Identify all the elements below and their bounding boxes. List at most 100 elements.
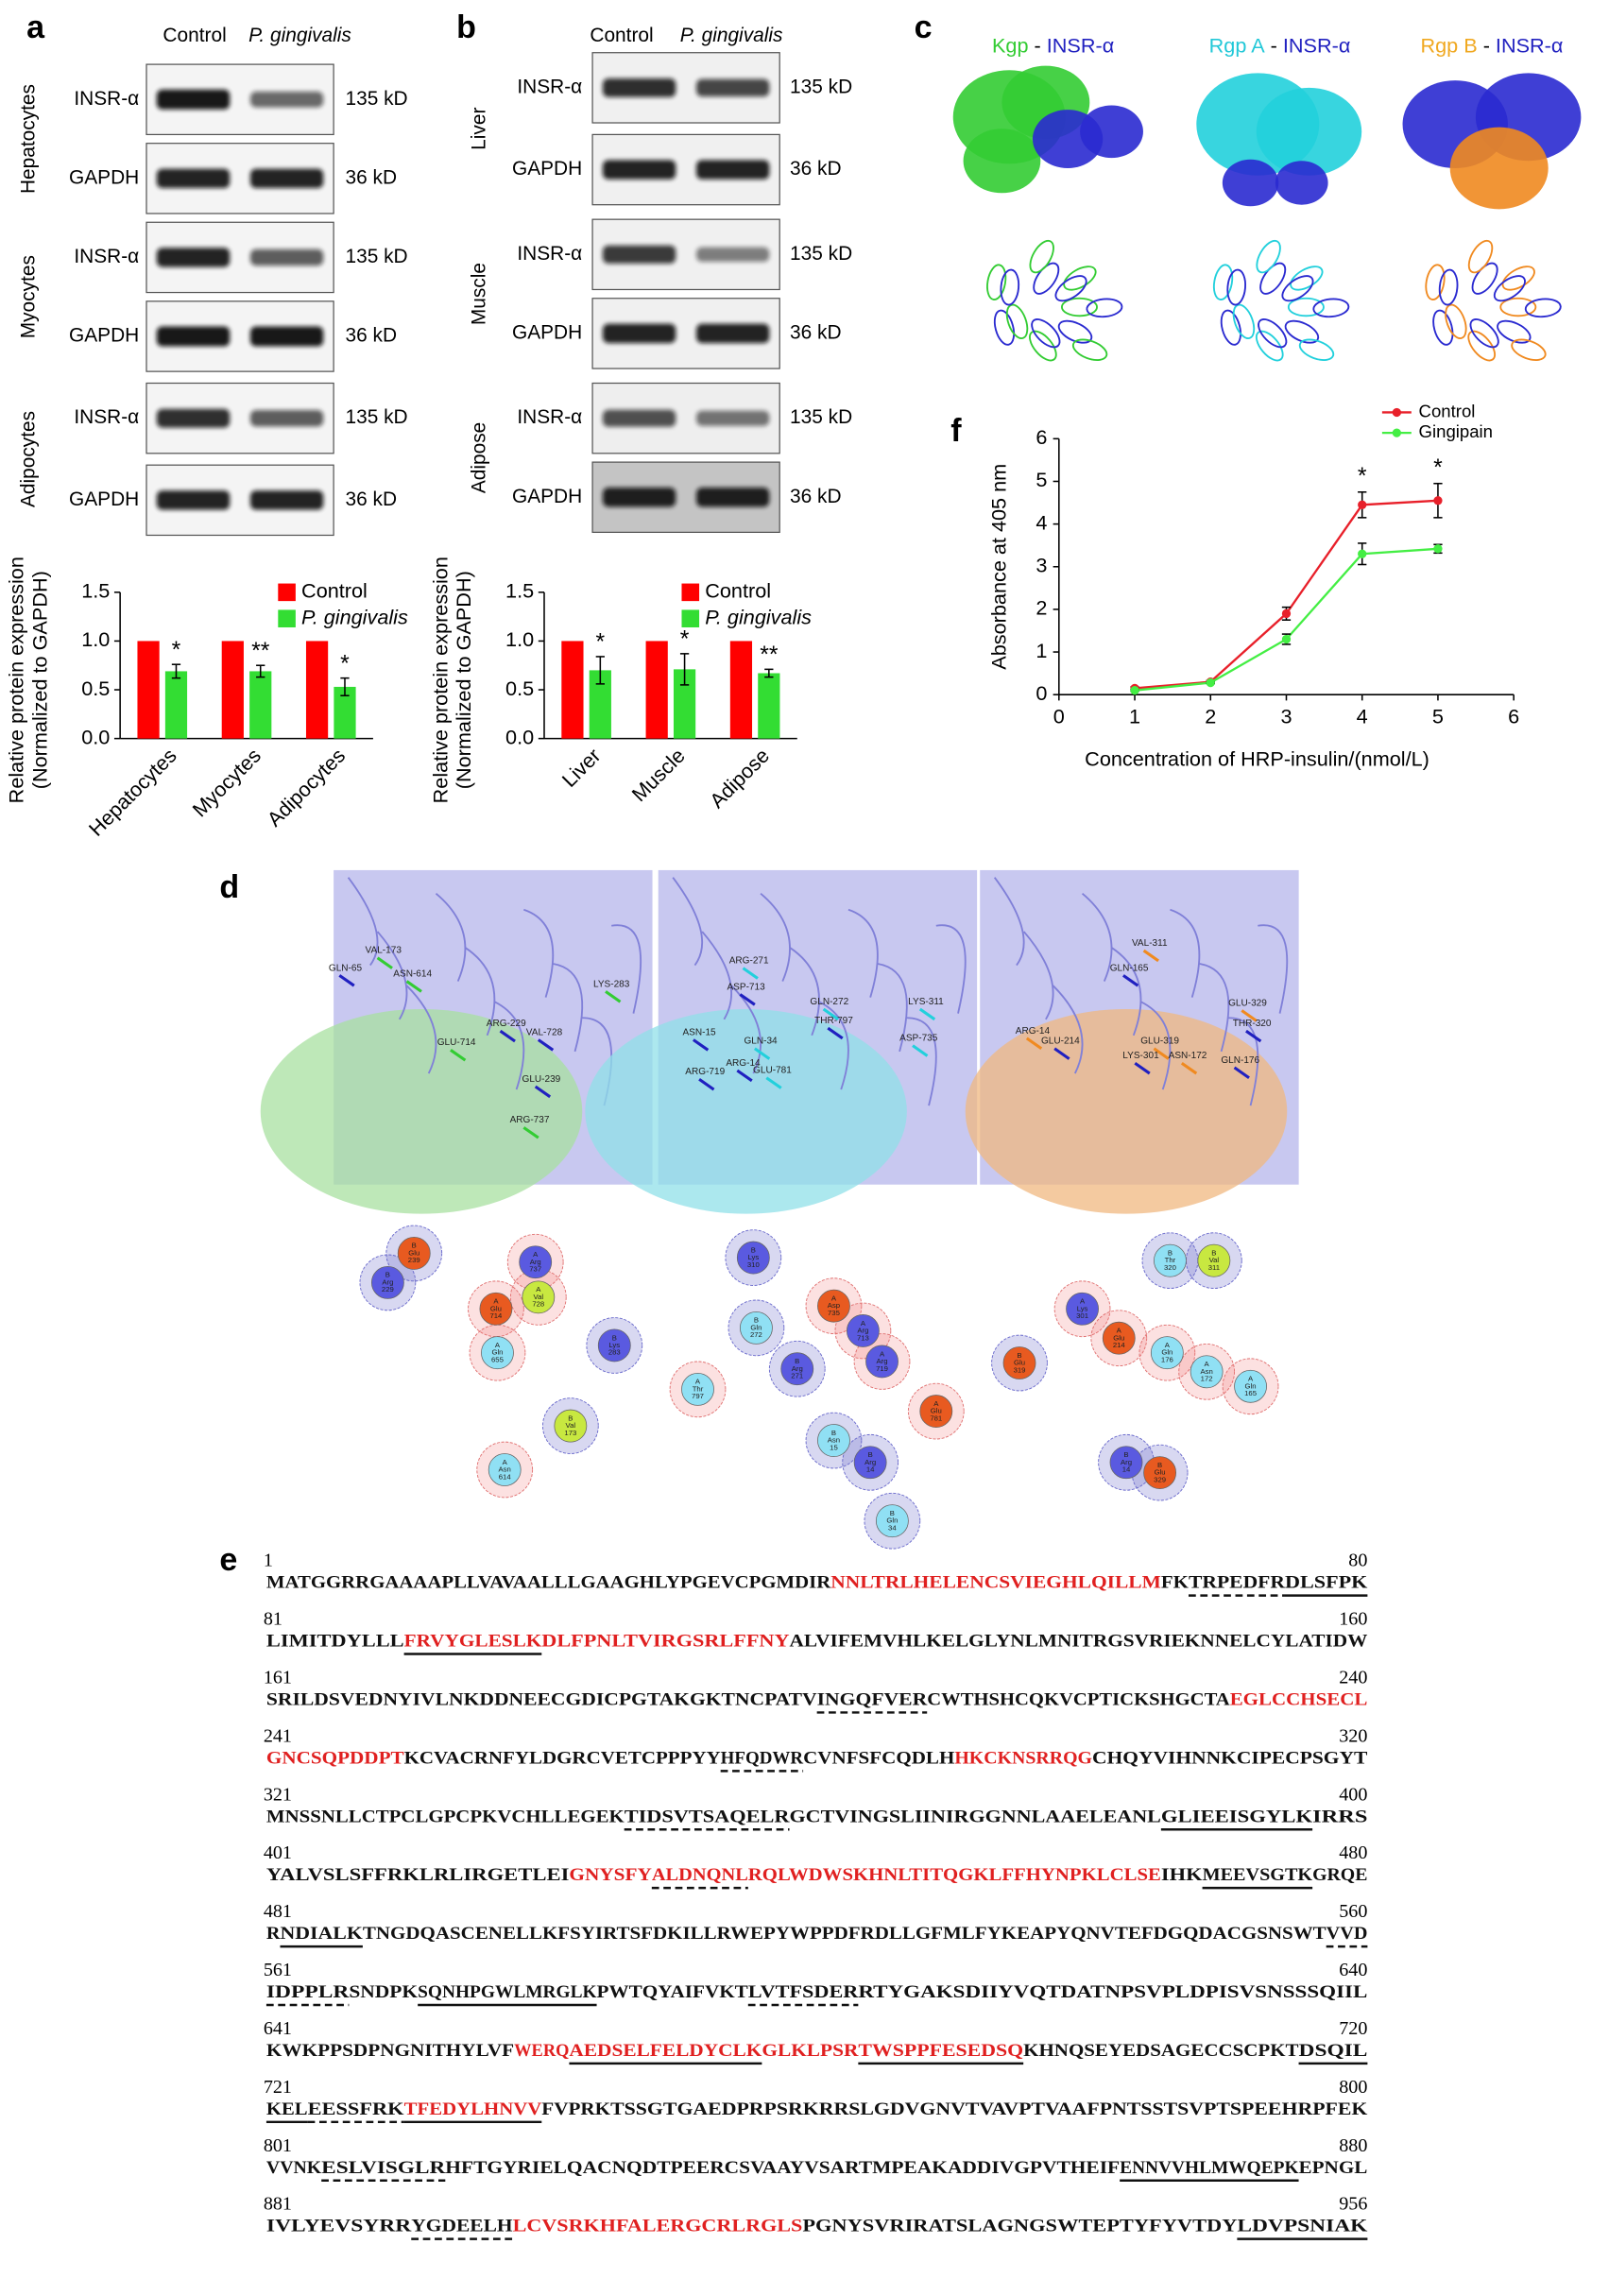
sequence-end: 80: [1348, 1551, 1367, 1571]
sequence-segment: MEEVSGTK: [1203, 1865, 1313, 1885]
interface-loop: [493, 1001, 525, 1090]
residue-node-label: 301: [1076, 1311, 1088, 1320]
sequence-segment: GNYSFY: [569, 1865, 651, 1885]
residue-node-label: A: [1165, 1341, 1171, 1349]
blot-band: [249, 248, 324, 266]
interface-loop: [1081, 892, 1113, 982]
data-point: [1358, 500, 1367, 509]
x-tick-label: 4: [1357, 705, 1368, 728]
residue-node-label: B: [751, 1245, 756, 1254]
residue-node-label: Thr: [693, 1384, 704, 1393]
blot-band: [695, 488, 770, 507]
sequence-segment: RTYGAKSDIIYVQTDATNPSVPLDPISVSNSSSQIIL: [858, 1982, 1367, 2002]
protein-ribbon: [1212, 264, 1234, 301]
interface-loop: [906, 1017, 937, 1106]
blot-band: [249, 168, 324, 189]
sequence-end: 800: [1339, 2077, 1367, 2098]
residue-node-label: Gln: [750, 1323, 762, 1331]
interface-partner: [585, 1008, 907, 1214]
sequence-segment: SNDPK: [349, 1982, 418, 2002]
docking-title-part: INSR-α: [1496, 33, 1563, 57]
residue-node-label: 14: [1122, 1465, 1131, 1474]
interface-loop: [818, 1001, 849, 1090]
residue-label: THR-320: [1233, 1019, 1272, 1029]
residue-node-label: Gln: [491, 1348, 503, 1357]
interface-loop: [789, 947, 820, 1037]
panel-label: e: [219, 1542, 237, 1578]
blot-group-label: Hepatocytes: [18, 84, 40, 194]
sequence-start: 401: [264, 1842, 292, 1863]
residue-node: [846, 1314, 880, 1347]
sequence-segment: HFQDWR: [721, 1748, 804, 1768]
sequence-segment: KCVACRNFYLDGRCVETCPPPYY: [404, 1748, 721, 1768]
residue-node-label: 311: [1208, 1263, 1220, 1272]
y-tick-label: 2: [1036, 596, 1047, 620]
residue-stick: [692, 1038, 710, 1052]
protein-ribbon: [1033, 262, 1060, 295]
sequence-segment: PWTQYAIFVKT: [597, 1982, 748, 2002]
residue-node-label: A: [533, 1250, 539, 1259]
protein-ribbon: [1029, 330, 1057, 362]
legend-label: Control: [705, 579, 771, 603]
residue-node-label: B: [795, 1357, 799, 1365]
sequence-segment: R: [266, 1924, 282, 1944]
blot-band: [695, 78, 770, 97]
residue-label: GLN-34: [744, 1037, 778, 1047]
sequence-segment: EPNGL: [1299, 2158, 1368, 2178]
interface-loop: [1052, 985, 1084, 1074]
residue-node: [554, 1409, 588, 1443]
y-tick-label: 0.0: [81, 725, 110, 748]
residue-label: VAL-311: [1132, 938, 1168, 949]
sequence-end: 480: [1339, 1842, 1367, 1863]
residue-node: [681, 1372, 714, 1406]
blot-size-label: 36 kD: [346, 488, 398, 510]
sequence-segment: YGDEELH: [411, 2217, 512, 2236]
y-axis-label: Relative protein expression: [428, 557, 452, 803]
blot-row-label: INSR-α: [517, 243, 582, 265]
residue-node-label: B: [1123, 1450, 1128, 1459]
significance-mark: *: [596, 630, 606, 656]
protein-ribbon: [1054, 275, 1087, 302]
legend-swatch: [278, 609, 296, 627]
residue-node: [1102, 1321, 1136, 1355]
blot-band: [602, 77, 676, 97]
sequence-segment: NDIALK: [280, 1924, 362, 1944]
residue-stick: [698, 1077, 715, 1091]
residue-stick: [736, 1069, 753, 1083]
sequence-start: 241: [264, 1725, 292, 1746]
residue-stick: [753, 1047, 771, 1060]
protein-ribbon: [1281, 275, 1314, 302]
protein-ribbon: [1438, 268, 1459, 306]
blot-row-label: GAPDH: [512, 486, 582, 507]
blot-size-label: 135 kD: [790, 76, 852, 97]
panel-label: d: [219, 869, 239, 905]
residue-node-label: Glu: [1014, 1359, 1025, 1367]
sequence-segment: DLSFPK: [1285, 1573, 1367, 1593]
residue-node-label: A: [536, 1285, 541, 1294]
x-tick-label: Adipose: [705, 744, 774, 813]
residue-node-label: B: [1168, 1248, 1173, 1257]
residue-node-label: 229: [382, 1285, 394, 1294]
blot-row-label: INSR-α: [74, 406, 139, 428]
blot-band: [156, 490, 231, 510]
legend-swatch: [278, 583, 296, 602]
sequence-segment: AEDSELFELDYCLK: [569, 2041, 762, 2061]
sequence-start: 721: [264, 2077, 292, 2098]
sequence-segment: KHNQSEYEDSAGECCSCPKT: [1023, 2041, 1298, 2061]
protein-ribbon: [1071, 338, 1108, 361]
residue-stick: [534, 1085, 552, 1099]
data-point: [1130, 686, 1139, 695]
blot-band: [602, 323, 676, 344]
residue-node: [865, 1345, 899, 1379]
sequence-end: 240: [1339, 1667, 1367, 1688]
error-bar: [595, 656, 605, 685]
residue-label: GLU-781: [753, 1066, 792, 1076]
residue-node: [370, 1265, 404, 1299]
protein-ribbon: [1467, 239, 1494, 274]
sequence-segment: HFTGYRIELQACNQDTPEERCSVAAYVSARTMPEAKADDI…: [445, 2158, 1120, 2178]
residue-node-label: B: [831, 1429, 836, 1437]
residue-node: [817, 1289, 850, 1323]
blot-header: P. gingivalis: [248, 25, 351, 46]
residue-node-label: A: [695, 1378, 701, 1386]
residue-node-label: Arg: [1121, 1458, 1132, 1466]
